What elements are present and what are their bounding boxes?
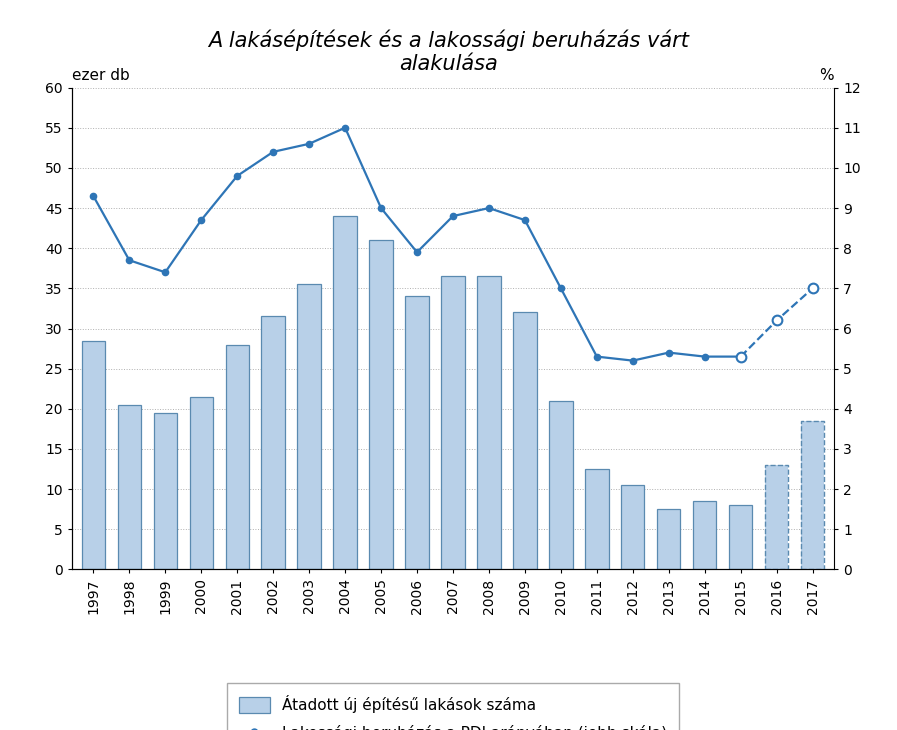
Bar — [585, 469, 608, 569]
Bar — [334, 216, 357, 569]
Bar — [477, 277, 501, 569]
Bar — [153, 413, 177, 569]
Bar — [261, 317, 285, 569]
Bar — [82, 340, 105, 569]
Bar — [801, 420, 824, 569]
Bar — [729, 505, 753, 569]
Bar — [118, 404, 141, 569]
Bar — [225, 345, 248, 569]
Bar — [549, 401, 572, 569]
Text: ezer db: ezer db — [72, 68, 129, 82]
Text: A lakásépítések és a lakossági beruházás várt
alakulása: A lakásépítések és a lakossági beruházás… — [208, 29, 689, 74]
Legend: Átadott új építésű lakások száma, Lakossági beruházás a PDI arányában (jobb skál: Átadott új építésű lakások száma, Lakoss… — [227, 683, 679, 730]
Bar — [370, 240, 393, 569]
Bar — [801, 420, 824, 569]
Bar — [513, 312, 536, 569]
Bar — [765, 465, 788, 569]
Bar — [658, 510, 681, 569]
Bar — [405, 296, 429, 569]
Bar — [441, 277, 465, 569]
Bar — [189, 397, 213, 569]
Bar — [298, 285, 321, 569]
Text: %: % — [820, 68, 834, 82]
Bar — [621, 485, 645, 569]
Bar — [765, 465, 788, 569]
Bar — [693, 501, 717, 569]
